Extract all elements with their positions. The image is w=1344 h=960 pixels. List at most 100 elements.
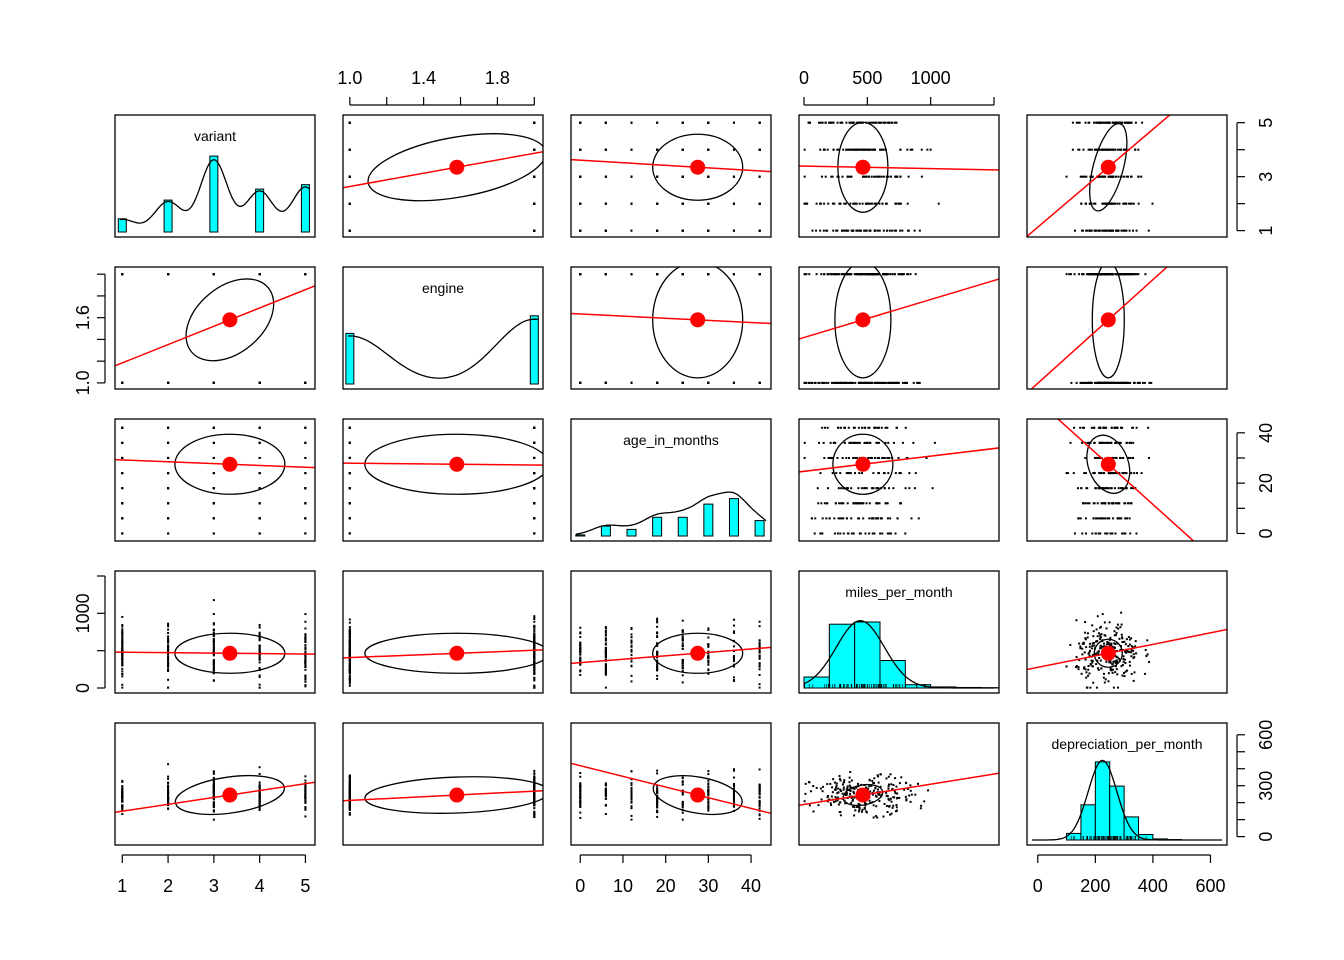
data-point [1147, 456, 1150, 459]
data-point [1106, 640, 1109, 643]
data-point [876, 426, 879, 429]
data-point [167, 686, 170, 689]
data-point [121, 426, 124, 429]
data-point [897, 202, 900, 205]
data-point [1129, 202, 1132, 205]
data-point [212, 791, 215, 794]
data-point [813, 532, 816, 535]
data-point [879, 532, 882, 535]
data-point [304, 798, 307, 801]
data-point [1071, 148, 1074, 151]
data-point [121, 670, 124, 673]
data-point [167, 669, 170, 672]
data-point [533, 673, 536, 676]
data-point [1104, 502, 1107, 505]
data-point [808, 273, 811, 276]
data-point [579, 381, 582, 384]
data-point [827, 202, 830, 205]
data-point [1099, 532, 1102, 535]
data-point [121, 790, 124, 793]
data-point [121, 628, 124, 631]
data-point [1088, 645, 1091, 648]
data-point [348, 661, 351, 664]
data-point [1123, 202, 1126, 205]
data-point [1082, 273, 1085, 276]
data-point [533, 653, 536, 656]
panel-age_in_months-variant [114, 418, 316, 542]
data-point [258, 661, 261, 664]
data-point [121, 672, 124, 675]
data-point [1085, 676, 1088, 679]
data-point [604, 686, 607, 689]
data-point [1118, 148, 1121, 151]
data-point [823, 202, 826, 205]
correlation-ellipse [1089, 122, 1128, 212]
data-point [258, 772, 261, 775]
data-point [348, 652, 351, 655]
data-point [841, 517, 844, 520]
data-point [827, 381, 830, 384]
panel-miles_per_month-depreciation_per_month [1026, 570, 1228, 694]
data-point [1127, 175, 1130, 178]
data-point [579, 772, 582, 775]
data-point [1084, 668, 1087, 671]
data-point [888, 381, 891, 384]
data-point [1130, 487, 1133, 490]
data-point [870, 456, 873, 459]
data-point [1122, 175, 1125, 178]
data-point [1085, 229, 1088, 232]
data-point [1116, 426, 1119, 429]
data-point [1096, 615, 1099, 618]
data-point [681, 229, 684, 232]
data-point [1065, 665, 1068, 668]
data-point [819, 121, 822, 124]
data-point [1125, 121, 1128, 124]
data-point [1099, 634, 1102, 637]
data-point [1111, 671, 1114, 674]
correlation-ellipse [652, 632, 744, 674]
data-point [861, 502, 864, 505]
data-point [167, 792, 170, 795]
data-point [1130, 502, 1133, 505]
data-point [1086, 636, 1089, 639]
data-point [630, 674, 633, 677]
data-point [1117, 121, 1120, 124]
data-point [167, 472, 170, 475]
data-point [258, 648, 261, 651]
data-point [533, 620, 536, 623]
data-point [167, 641, 170, 644]
data-point [304, 807, 307, 810]
data-point [839, 121, 842, 124]
data-point [121, 632, 124, 635]
data-point [258, 795, 261, 798]
data-point [868, 517, 871, 520]
data-point [876, 487, 879, 490]
data-point [842, 381, 845, 384]
data-point [847, 472, 850, 475]
data-point [758, 645, 761, 648]
data-point [879, 517, 882, 520]
data-point [121, 456, 124, 459]
data-point [212, 810, 215, 813]
data-point [855, 202, 858, 205]
data-point [1090, 229, 1093, 232]
data-point [1127, 502, 1130, 505]
mean-point [449, 645, 465, 661]
data-point [1121, 532, 1124, 535]
data-point [844, 202, 847, 205]
data-point [1102, 148, 1105, 151]
data-point [1091, 532, 1094, 535]
data-point [888, 532, 891, 535]
data-point [877, 175, 880, 178]
histogram-bar [300, 184, 310, 233]
data-point [1098, 441, 1101, 444]
data-point [828, 517, 831, 520]
data-point [604, 633, 607, 636]
data-point [1100, 175, 1103, 178]
data-point [304, 663, 307, 666]
data-point [1075, 656, 1078, 659]
data-point [1090, 647, 1093, 650]
data-point [758, 121, 761, 124]
data-point [1098, 472, 1101, 475]
data-point [630, 680, 633, 683]
